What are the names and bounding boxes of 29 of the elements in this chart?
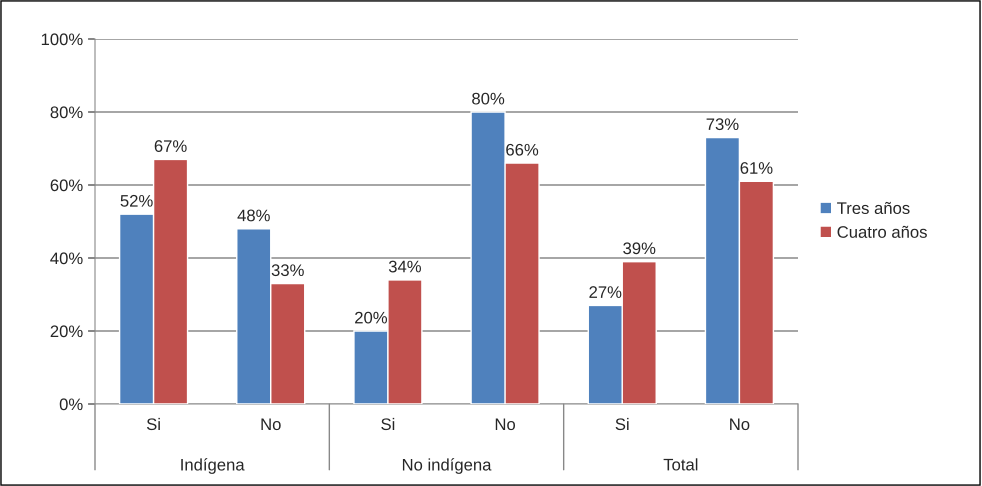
x-tick-label: No bbox=[496, 418, 516, 430]
data-label: 20% bbox=[355, 312, 388, 324]
x-tick-label: Si bbox=[381, 418, 394, 430]
data-label: 66% bbox=[506, 144, 538, 156]
x-tick-label: No bbox=[261, 418, 281, 430]
text: Total bbox=[664, 458, 698, 471]
data-label: 80% bbox=[472, 92, 504, 105]
y-tick-label: 80% bbox=[50, 106, 83, 118]
data-label: 67% bbox=[154, 140, 187, 152]
y-tick-label: 60% bbox=[50, 179, 83, 192]
text: Indígena bbox=[181, 458, 245, 474]
y-tick-label: 40% bbox=[50, 252, 83, 264]
x-tick-label: Si bbox=[146, 418, 160, 430]
y-tick-label: 20% bbox=[50, 325, 83, 338]
y-tick-label: 0% bbox=[60, 398, 83, 410]
data-label: 39% bbox=[623, 242, 656, 254]
legend-label: Cuatro años bbox=[838, 226, 927, 238]
y-tick-label: 100% bbox=[42, 33, 83, 46]
x-tick-label: Si bbox=[616, 418, 629, 430]
data-label: 33% bbox=[272, 264, 304, 276]
data-label: 52% bbox=[120, 194, 153, 207]
data-label: 34% bbox=[388, 260, 421, 272]
data-label: 73% bbox=[706, 118, 739, 130]
data-label: 27% bbox=[589, 286, 622, 298]
data-label: 61% bbox=[740, 162, 772, 174]
legend-label: Tres años bbox=[837, 202, 910, 214]
x-tick-label: No bbox=[730, 418, 750, 430]
text: No indígena bbox=[402, 458, 492, 474]
data-label: 48% bbox=[237, 210, 270, 222]
